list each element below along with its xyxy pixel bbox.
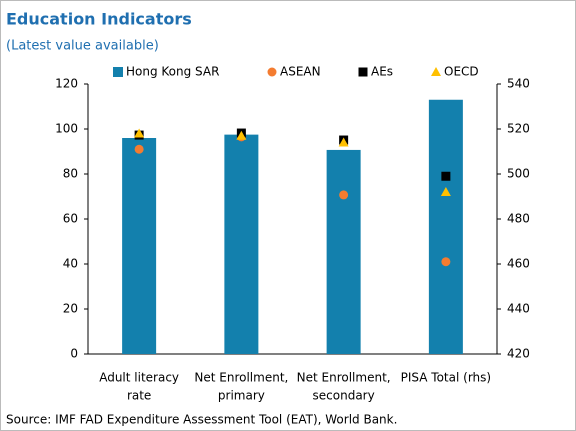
y2-tick-label: 480 <box>507 212 530 226</box>
x-tick-label: rate <box>127 389 151 403</box>
legend-label: AEs <box>371 65 393 79</box>
marker <box>134 144 144 154</box>
y2-tick-label: 520 <box>507 122 530 136</box>
x-tick-label: Adult literacy <box>99 371 179 385</box>
x-tick-label: Net Enrollment, <box>194 371 288 385</box>
y-tick-label: 80 <box>63 167 78 181</box>
y-tick-label: 40 <box>63 257 78 271</box>
bar <box>326 149 361 354</box>
chart-subtitle: (Latest value available) <box>6 39 159 54</box>
bar <box>122 138 157 354</box>
legend-label: Hong Kong SAR <box>126 65 219 79</box>
marker <box>134 128 145 138</box>
y-tick-label: 20 <box>63 302 78 316</box>
legend-label: ASEAN <box>280 65 321 79</box>
legend-swatch <box>431 67 441 76</box>
legend-swatch <box>267 67 277 77</box>
y-tick-label: 0 <box>70 347 78 361</box>
y2-tick-label: 540 <box>507 77 530 91</box>
marker <box>441 257 451 267</box>
legend-label: OECD <box>444 65 479 79</box>
source-note: Source: IMF FAD Expenditure Assessment T… <box>6 413 397 427</box>
marker <box>339 190 349 200</box>
y2-tick-label: 440 <box>507 302 530 316</box>
bar <box>428 99 463 354</box>
chart-title: Education Indicators <box>6 10 192 29</box>
legend-swatch <box>113 67 123 77</box>
marker <box>441 171 451 181</box>
y-tick-label: 60 <box>63 212 78 226</box>
x-tick-label: primary <box>218 389 265 403</box>
y2-tick-label: 460 <box>507 257 530 271</box>
legend-swatch <box>358 67 368 77</box>
x-tick-label: secondary <box>313 389 375 403</box>
y-tick-label: 120 <box>55 77 78 91</box>
y2-tick-label: 420 <box>507 347 530 361</box>
x-tick-label: Net Enrollment, <box>297 371 391 385</box>
marker <box>236 130 247 140</box>
x-tick-label: PISA Total (rhs) <box>401 371 491 385</box>
bar <box>224 134 259 354</box>
marker <box>338 137 349 147</box>
y-tick-label: 100 <box>55 122 78 136</box>
marker <box>440 187 451 196</box>
y2-tick-label: 500 <box>507 167 530 181</box>
